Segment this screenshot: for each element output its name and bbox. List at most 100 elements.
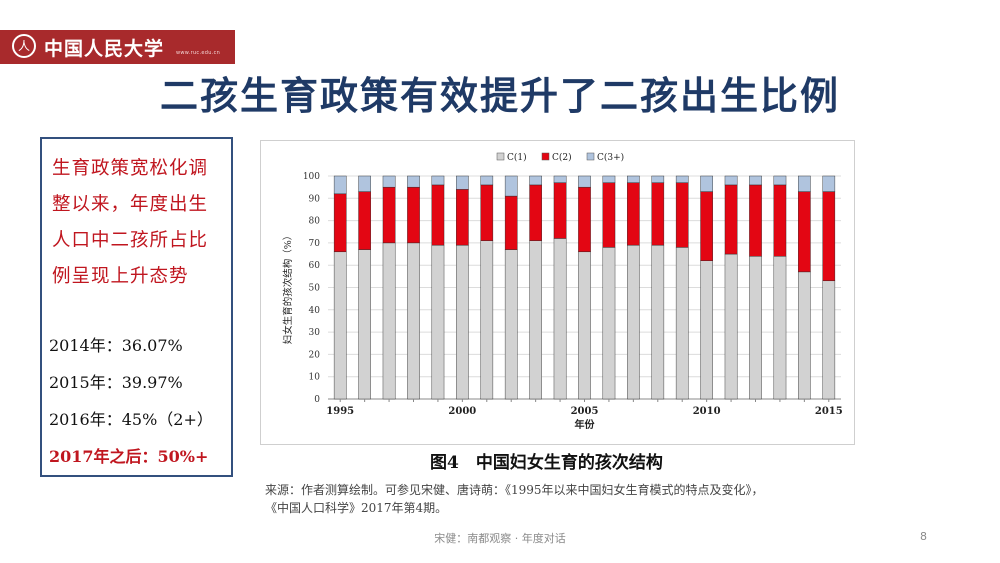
university-name: 中国人民大学 (44, 38, 165, 60)
bar-1997-c1 (382, 242, 396, 400)
bar-2013-c3 (773, 175, 787, 186)
bar-2003-c3 (529, 175, 542, 186)
y-tick-label-70: 70 (309, 239, 321, 249)
bar-2013-c1 (773, 256, 787, 400)
bar-2000-c1 (456, 244, 469, 400)
bar-2001-c1 (480, 240, 494, 400)
university-seal-icon: 人 (12, 34, 36, 58)
summary-box: 生育政策宽松化调整以来，年度出生人口中二孩所占比例呈现上升态势 2014年：36… (40, 137, 233, 477)
bar-2000-c2 (456, 189, 469, 246)
bar-2001-c3 (480, 175, 494, 186)
bar-2014-c2 (798, 191, 811, 273)
bar-1999-c1 (431, 244, 445, 400)
bar-1998-c2 (407, 186, 420, 244)
bar-2011-c3 (724, 175, 738, 186)
y-tick-label-80: 80 (309, 217, 321, 227)
bar-2005-c1 (578, 251, 591, 400)
university-logo-bar: 人 中国人民大学 www.ruc.edu.cn (0, 30, 235, 64)
bar-1999-c3 (431, 175, 445, 186)
bar-2009-c1 (675, 247, 689, 400)
bar-1995-c3 (333, 175, 347, 195)
bar-2010-c3 (700, 175, 713, 192)
bar-2000-c3 (456, 175, 469, 190)
bar-2013-c2 (773, 184, 787, 257)
bar-2002-c1 (504, 249, 518, 400)
bar-2007-c2 (627, 182, 640, 246)
y-tick-label-100: 100 (303, 172, 320, 182)
university-url: www.ruc.edu.cn (176, 50, 221, 56)
footer-text: 宋健：南都观察 · 年度对话 (434, 532, 566, 545)
legend-label-c2: C(2) (552, 152, 572, 163)
bar-2011-c2 (724, 184, 738, 255)
summary-description: 生育政策宽松化调整以来，年度出生人口中二孩所占比例呈现上升态势 (52, 158, 209, 287)
bar-1999-c2 (431, 184, 445, 246)
bar-2011-c1 (724, 253, 738, 400)
bar-2006-c3 (602, 175, 616, 183)
y-tick-label-40: 40 (309, 306, 321, 316)
bar-2010-c1 (700, 260, 713, 400)
legend-swatch-c3 (586, 152, 595, 161)
x-tick-label-2000: 2000 (448, 406, 476, 417)
bar-2004-c3 (553, 175, 567, 183)
bar-2015-c2 (822, 191, 836, 282)
bar-1997-c3 (382, 175, 396, 188)
bar-2002-c2 (504, 195, 518, 250)
source-note: 来源：作者测算绘制。可参见宋健、唐诗萌：《1995年以来中国妇女生育模式的特点及… (265, 481, 905, 517)
stat-2014: 2014年：36.07% (49, 336, 183, 355)
bar-2006-c1 (602, 247, 616, 400)
y-axis-label: 妇女生育的孩次结构（%） (282, 231, 294, 345)
bar-2008-c1 (651, 244, 665, 400)
source-line-1: 来源：作者测算绘制。可参见宋健、唐诗萌：《1995年以来中国妇女生育模式的特点及… (265, 483, 764, 497)
bar-2012-c1 (749, 256, 762, 400)
y-tick-label-20: 20 (309, 350, 321, 360)
bar-1997-c2 (382, 186, 396, 244)
x-tick-label-1995: 1995 (326, 406, 354, 417)
bar-2015-c3 (822, 175, 836, 192)
x-tick-label-2005: 2005 (571, 406, 599, 417)
bar-1996-c1 (358, 249, 371, 400)
bar-2005-c2 (578, 186, 591, 253)
legend-label-c3: C(3+) (597, 152, 624, 163)
bar-2007-c3 (627, 175, 640, 183)
legend-label-c1: C(1) (507, 152, 527, 163)
bar-2004-c2 (553, 182, 567, 239)
bar-2009-c2 (675, 182, 689, 248)
legend-swatch-c1 (496, 152, 505, 161)
bar-2001-c2 (480, 184, 494, 241)
y-tick-label-90: 90 (309, 194, 321, 204)
bar-1998-c3 (407, 175, 420, 188)
bar-2006-c2 (602, 182, 616, 248)
bar-2007-c1 (627, 244, 640, 400)
stat-2017-onward: 2017年之后：50%+ (49, 447, 209, 466)
bar-2012-c2 (749, 184, 762, 257)
bar-2002-c3 (504, 175, 518, 197)
stat-2016: 2016年：45%（2+） (49, 410, 213, 429)
bar-2008-c3 (651, 175, 665, 183)
y-tick-label-60: 60 (309, 261, 321, 271)
bar-1996-c2 (358, 191, 371, 250)
bar-2012-c3 (749, 175, 762, 186)
bar-1995-c1 (333, 251, 347, 400)
chart-frame: 0 10 20 30 40 50 60 70 80 90 100 1995 2000 2005 2010 20… (260, 140, 855, 445)
y-tick-label-10: 10 (309, 373, 321, 383)
bar-1998-c1 (407, 242, 420, 400)
y-tick-label-50: 50 (309, 284, 321, 294)
birth-order-chart: 0 10 20 30 40 50 60 70 80 90 100 1995 2000 2005 2010 20… (282, 152, 843, 431)
y-tick-label-30: 30 (309, 328, 321, 338)
bar-2010-c2 (700, 191, 713, 261)
bar-2009-c3 (675, 175, 689, 183)
x-tick-label-2010: 2010 (693, 406, 721, 417)
bar-1996-c3 (358, 175, 371, 192)
bar-2003-c2 (529, 184, 542, 241)
figure-caption: 图4 中国妇女生育的孩次结构 (430, 453, 663, 473)
stats-list: 2014年：36.07% 2015年：39.97% 2016年：45%（2+） … (49, 327, 231, 475)
bar-2003-c1 (529, 240, 542, 400)
slide-title: 二孩生育政策有效提升了二孩出生比例 (159, 74, 840, 118)
y-tick-label-0: 0 (314, 395, 320, 405)
bar-2005-c3 (578, 175, 591, 188)
stat-2015: 2015年：39.97% (49, 373, 183, 392)
legend-swatch-c2 (541, 152, 550, 161)
x-axis-label: 年份 (575, 418, 596, 431)
bar-2014-c1 (798, 271, 811, 400)
x-tick-label-2015: 2015 (815, 406, 843, 417)
